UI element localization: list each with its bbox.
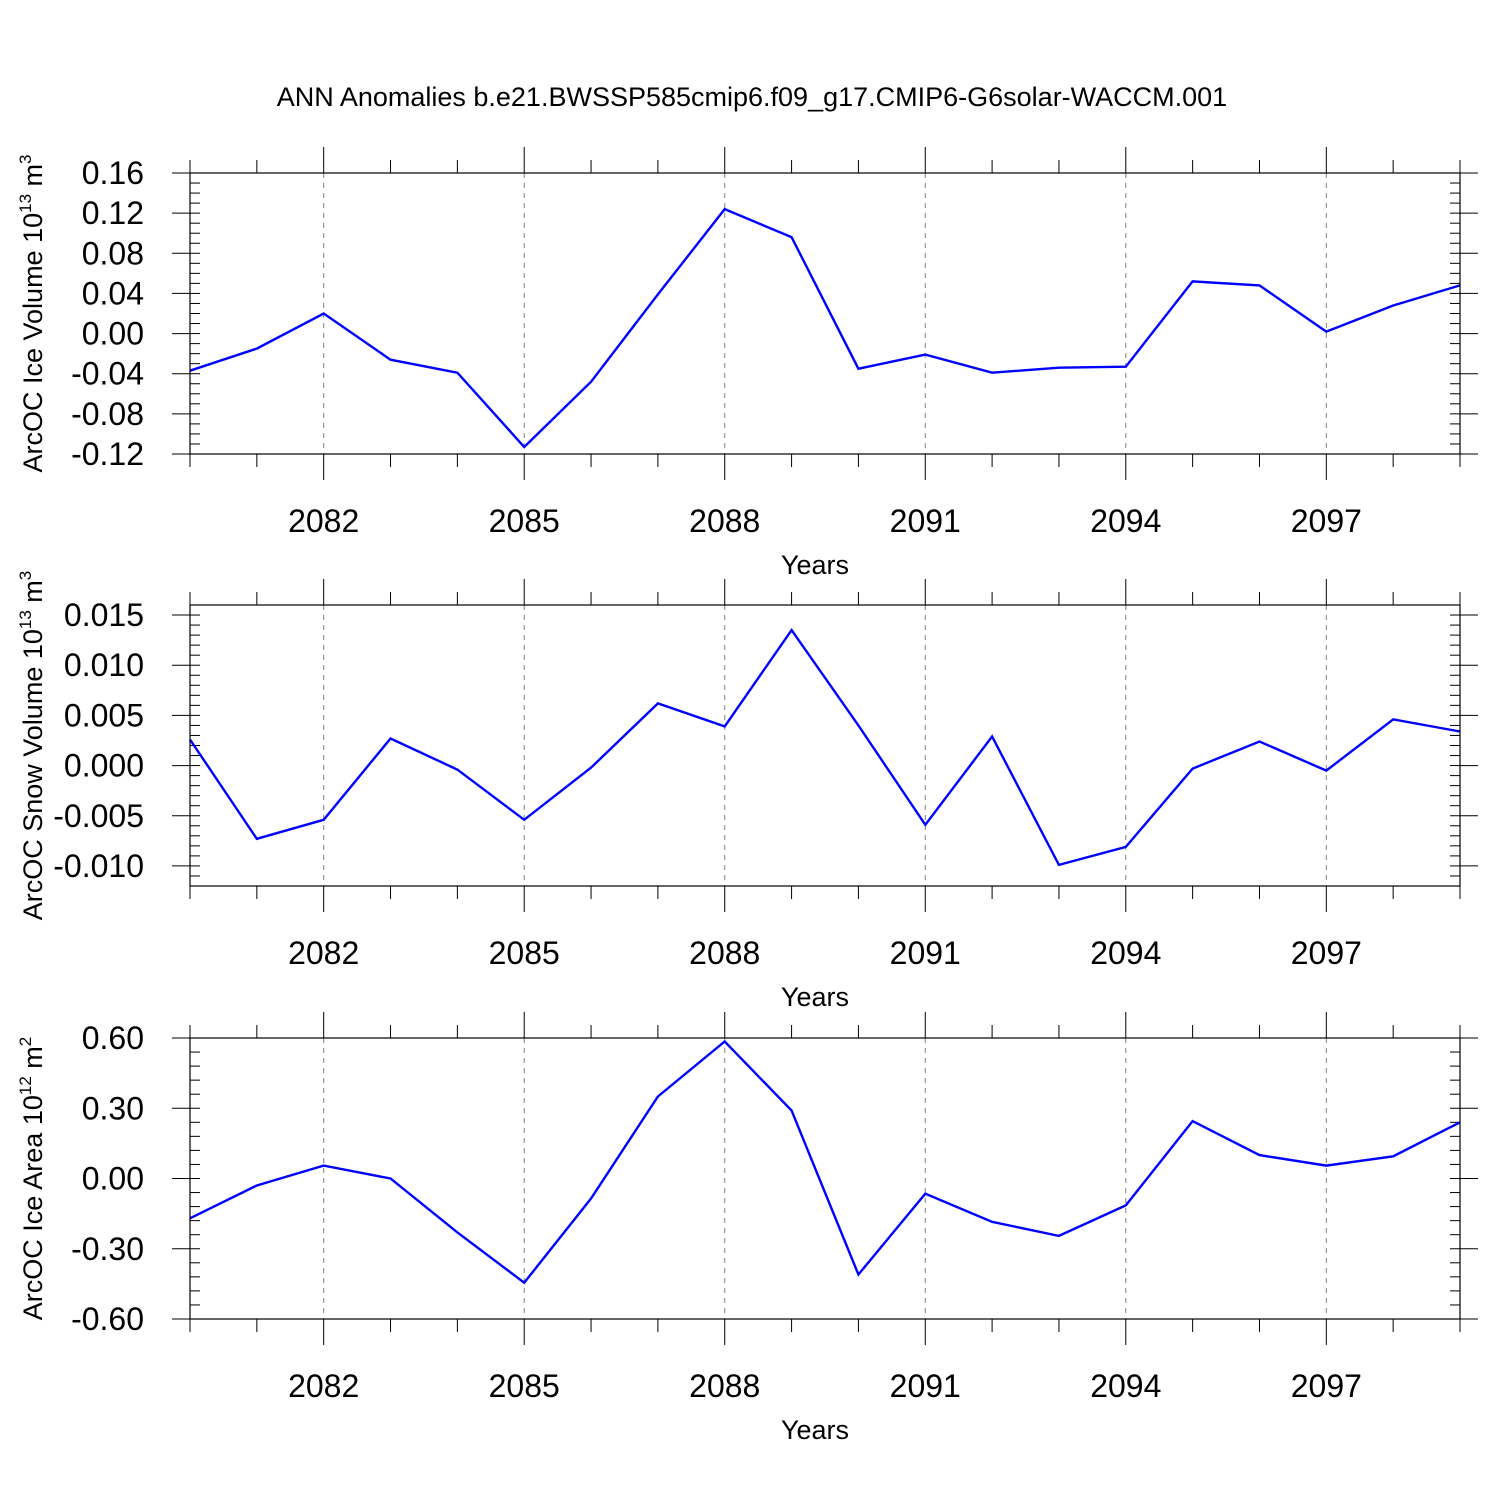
y-tick-label: 0.60 — [82, 1020, 144, 1056]
y-tick-label: 0.08 — [82, 235, 144, 271]
x-tick-label: 2085 — [489, 1368, 560, 1404]
y-tick-label: 0.00 — [82, 1161, 144, 1197]
x-tick-label: 2091 — [890, 503, 961, 539]
x-tick-label: 2094 — [1090, 1368, 1161, 1404]
x-tick-label: 2094 — [1090, 503, 1161, 539]
series-line — [189, 628, 1461, 867]
y-tick-label: 0.00 — [82, 316, 144, 352]
x-tick-label: 2097 — [1291, 935, 1362, 971]
y-tick-label: -0.04 — [71, 356, 144, 392]
x-tick-label: 2091 — [890, 1368, 961, 1404]
y-tick-label: -0.60 — [71, 1301, 144, 1337]
y-tick-label: -0.005 — [53, 798, 144, 834]
x-axis-title: Years — [781, 550, 849, 580]
x-tick-label: 2088 — [689, 1368, 760, 1404]
y-axis-title: ArcOC Ice Volume 1013 m3 — [16, 154, 48, 472]
y-tick-label: 0.015 — [64, 597, 144, 633]
y-tick-label: -0.30 — [71, 1231, 144, 1267]
x-tick-label: 2082 — [288, 503, 359, 539]
figure-title: ANN Anomalies b.e21.BWSSP585cmip6.f09_g1… — [277, 82, 1227, 112]
series-line — [189, 1039, 1461, 1285]
series-line — [189, 207, 1461, 449]
y-tick-label: 0.000 — [64, 748, 144, 784]
x-axis-title: Years — [781, 1415, 849, 1445]
x-tick-label: 2097 — [1291, 1368, 1362, 1404]
x-tick-label: 2085 — [489, 503, 560, 539]
x-tick-label: 2097 — [1291, 503, 1362, 539]
x-tick-label: 2082 — [288, 1368, 359, 1404]
y-tick-label: -0.010 — [53, 848, 144, 884]
y-tick-label: 0.010 — [64, 647, 144, 683]
x-tick-label: 2082 — [288, 935, 359, 971]
x-tick-label: 2094 — [1090, 935, 1161, 971]
y-tick-label: -0.08 — [71, 396, 144, 432]
panel-1: -0.12 -0.08 -0.04 0.00 0.04 0.08 0.12 0.16 2082 2… — [16, 147, 1478, 580]
panel-2: -0.010 -0.005 0.000 0.005 0.010 0.015 2082 2085… — [16, 571, 1478, 1012]
y-tick-label: -0.12 — [71, 436, 144, 472]
x-axis-title: Years — [781, 982, 849, 1012]
plot-frame — [189, 1037, 1461, 1320]
plot-frame — [189, 604, 1461, 887]
x-tick-label: 2085 — [489, 935, 560, 971]
plot-frame — [189, 172, 1461, 455]
y-tick-label: 0.005 — [64, 697, 144, 733]
x-tick-label: 2088 — [689, 935, 760, 971]
y-tick-label: 0.04 — [82, 275, 144, 311]
y-tick-label: 0.12 — [82, 195, 144, 231]
y-tick-label: 0.16 — [82, 155, 144, 191]
y-axis-title: ArcOC Ice Area 1012 m2 — [16, 1037, 48, 1321]
y-tick-label: 0.30 — [82, 1090, 144, 1126]
x-tick-label: 2091 — [890, 935, 961, 971]
x-tick-label: 2088 — [689, 503, 760, 539]
panel-3: -0.60 -0.30 0.00 0.30 0.60 2082 2085 2088 2091 20… — [16, 1012, 1478, 1445]
y-axis-title: ArcOC Snow Volume 1013 m3 — [16, 571, 48, 921]
